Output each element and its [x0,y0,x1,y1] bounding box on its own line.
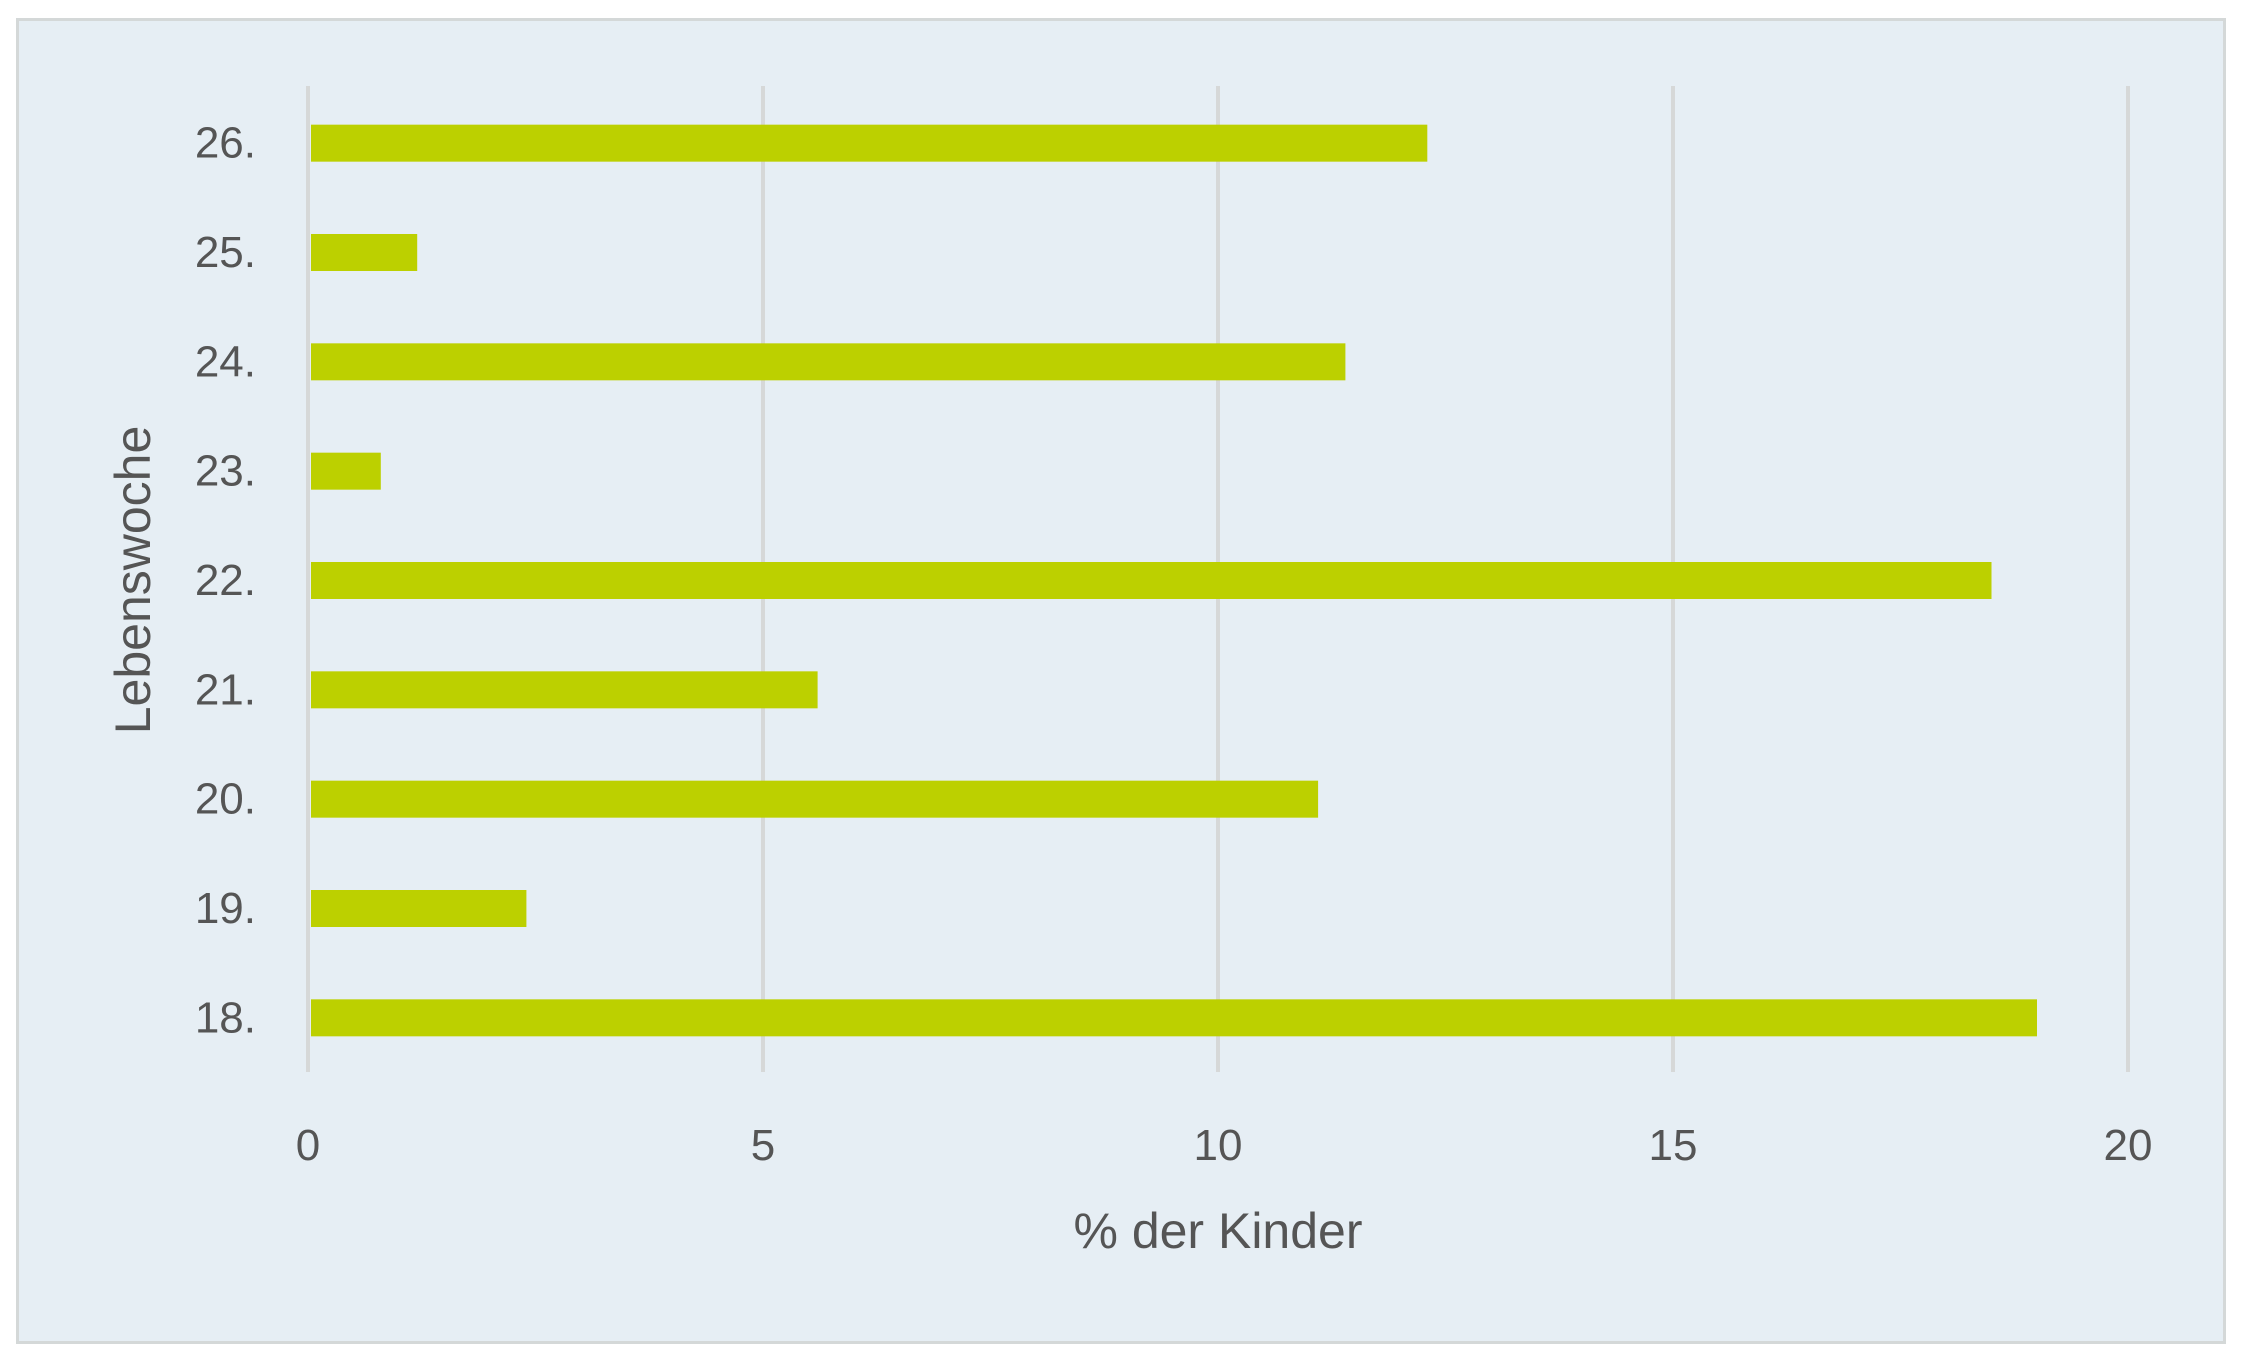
y-tick-label: 21. [195,665,256,714]
bar-21 [311,671,818,709]
bar-20 [311,780,1319,818]
bar-26 [311,124,1428,162]
bar-18 [311,999,2037,1037]
y-tick-label: 25. [195,228,256,277]
bar-24 [311,343,1346,381]
bar-25 [311,234,418,271]
y-axis-title: Lebenswoche [105,426,161,735]
x-tick-label: 5 [751,1121,775,1170]
x-tick-label: 15 [1649,1121,1698,1170]
y-tick-label: 22. [195,556,256,605]
x-tick-label: 10 [1194,1121,1243,1170]
bar-22 [311,562,1992,599]
y-tick-label: 24. [195,337,256,386]
bar-19 [311,890,527,927]
y-tick-label: 19. [195,884,256,933]
y-tick-label: 26. [195,119,256,168]
x-tick-label: 0 [296,1121,320,1170]
y-tick-label: 18. [195,993,256,1042]
bar-23 [311,452,381,490]
y-tick-label: 23. [195,447,256,496]
x-tick-label: 20 [2104,1121,2153,1170]
x-axis-title: % der Kinder [1073,1203,1362,1259]
y-tick-label: 20. [195,775,256,824]
